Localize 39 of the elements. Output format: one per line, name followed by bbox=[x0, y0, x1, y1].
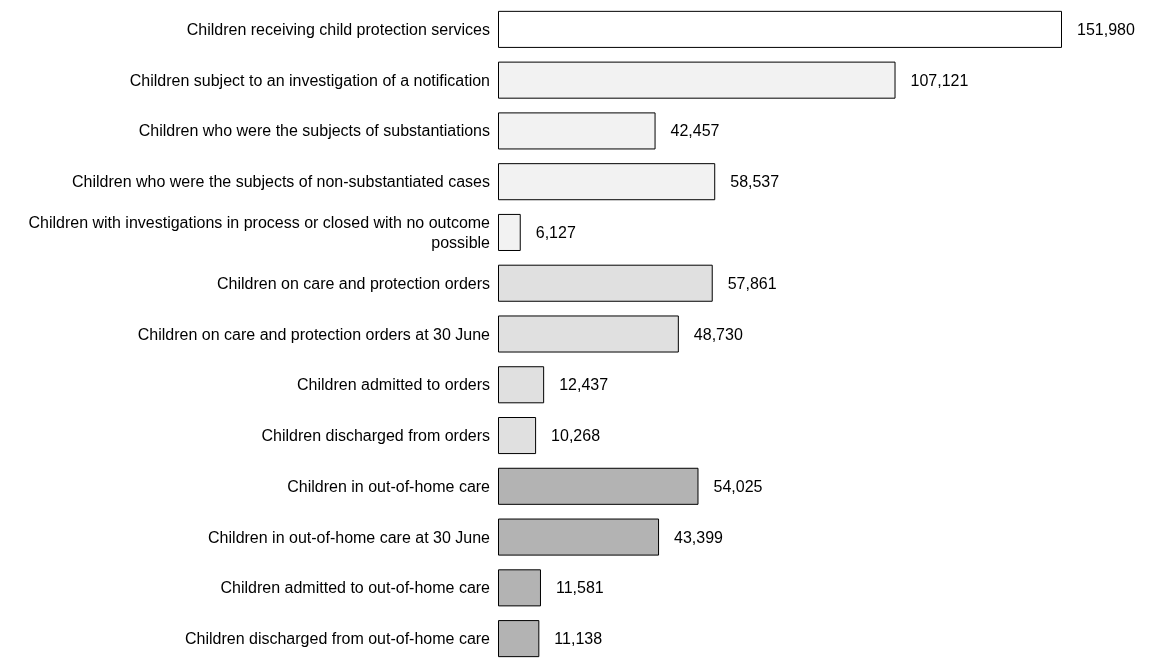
y-tick-label: Children admitted to orders bbox=[297, 376, 490, 394]
y-tick-label: Children on care and protection orders at 30 June bbox=[137, 325, 491, 343]
bar bbox=[498, 61, 896, 99]
data-label: 58,537 bbox=[730, 173, 780, 191]
data-label: 57,861 bbox=[727, 274, 777, 292]
bar bbox=[498, 264, 713, 302]
y-tick-label: Children receiving child protection services bbox=[186, 20, 490, 38]
bar bbox=[498, 467, 699, 505]
y-tick-label: Children in out-of-home care bbox=[287, 477, 491, 495]
data-label: 11,138 bbox=[554, 630, 603, 648]
bar bbox=[498, 213, 521, 251]
data-label: 6,127 bbox=[535, 223, 576, 241]
data-label: 12,437 bbox=[559, 376, 609, 394]
y-tick-label: Children in out-of-home care at 30 June bbox=[208, 528, 491, 546]
data-label: 10,268 bbox=[551, 427, 601, 445]
bar bbox=[498, 10, 1062, 48]
bar bbox=[498, 163, 716, 201]
bar bbox=[498, 620, 540, 658]
data-label: 151,980 bbox=[1077, 20, 1135, 38]
y-tick-label: Children who were the subjects of non-substantiated cases bbox=[71, 173, 490, 191]
y-tick-label: Children admitted to out-of-home care bbox=[220, 579, 491, 597]
y-tick-label: Children discharged from orders bbox=[261, 427, 490, 445]
bar bbox=[498, 315, 679, 353]
bar bbox=[498, 112, 656, 150]
bar bbox=[498, 518, 660, 556]
y-tick-label: Children subject to an investigation of a notification bbox=[129, 71, 490, 89]
data-label: 43,399 bbox=[674, 528, 724, 546]
data-label: 42,457 bbox=[670, 122, 720, 140]
data-label: 48,730 bbox=[693, 325, 743, 343]
y-tick-label: Children with investigations in process or closed with no outcome possible bbox=[28, 213, 491, 251]
bar bbox=[498, 366, 545, 404]
y-tick-label: Children discharged from out-of-home care bbox=[184, 630, 491, 648]
y-tick-label: Children who were the subjects of substantiations bbox=[138, 122, 490, 140]
bar bbox=[498, 569, 541, 607]
y-tick-label: Children on care and protection orders bbox=[216, 274, 490, 292]
bar bbox=[498, 417, 537, 455]
data-label: 54,025 bbox=[713, 477, 763, 495]
data-label: 107,121 bbox=[910, 71, 969, 89]
data-label: 11,581 bbox=[555, 579, 604, 597]
